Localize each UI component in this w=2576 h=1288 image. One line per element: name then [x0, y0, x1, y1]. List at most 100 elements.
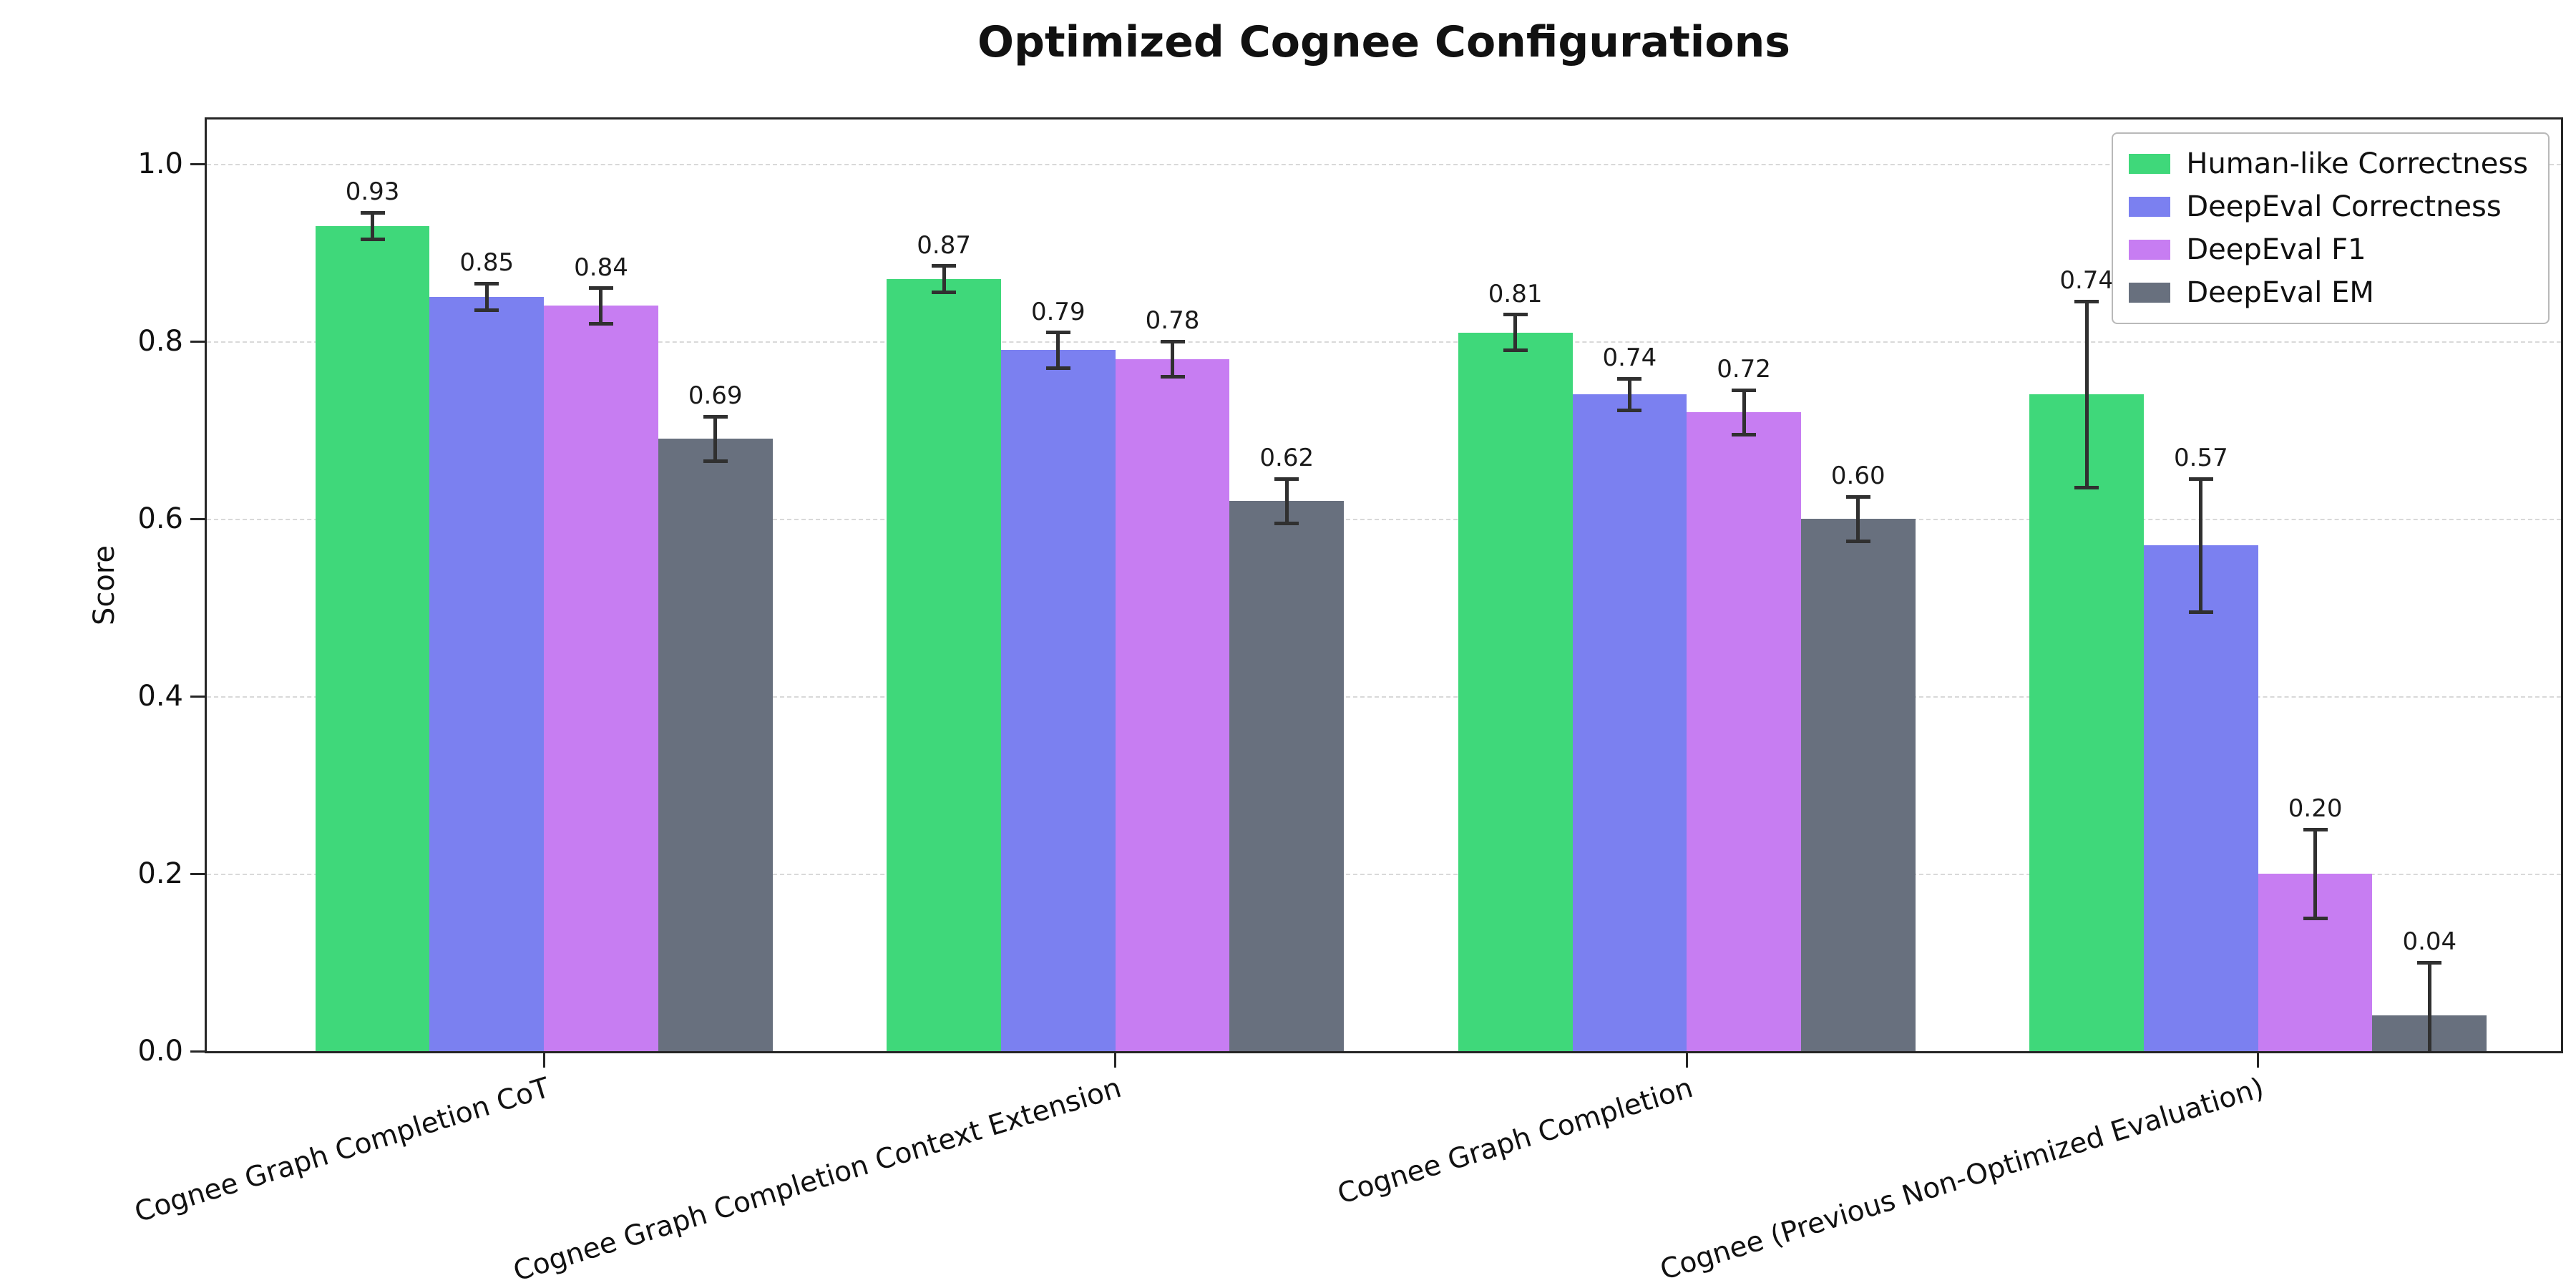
bar-value-label: 0.93 — [345, 177, 400, 207]
error-cap-top — [2188, 477, 2213, 481]
error-bar — [1856, 497, 1860, 541]
bar-value-label: 0.72 — [1717, 355, 1771, 384]
error-cap-bottom — [1160, 375, 1185, 379]
error-cap-top — [1617, 376, 1642, 381]
bar-value-label: 0.74 — [1602, 343, 1657, 373]
y-tick-mark — [190, 1050, 205, 1053]
y-tick-label: 0.6 — [137, 502, 183, 535]
x-tick-label: Cognee Graph Completion Context Extensio… — [509, 1071, 1126, 1288]
error-bar — [1742, 390, 1746, 435]
error-cap-top — [360, 210, 385, 215]
error-cap-bottom — [474, 308, 499, 313]
error-cap-top — [1732, 388, 1757, 392]
gridline — [207, 874, 2561, 875]
gridline — [207, 341, 2561, 343]
bar-value-label: 0.85 — [459, 248, 514, 278]
error-bar — [2084, 301, 2089, 488]
legend-swatch — [2129, 197, 2171, 217]
bar-value-label: 0.78 — [1145, 306, 1200, 335]
error-cap-top — [703, 414, 728, 419]
error-bar — [371, 213, 375, 240]
y-tick-label: 0.2 — [137, 857, 183, 890]
bar-value-label: 0.79 — [1030, 297, 1085, 326]
error-bar — [713, 416, 718, 462]
x-tick-mark — [2257, 1053, 2260, 1068]
error-bar — [1056, 332, 1060, 369]
error-cap-bottom — [1732, 432, 1757, 436]
legend-item-deepeval-f1: DeepEval F1 — [2129, 233, 2528, 267]
x-tick-label: Cognee (Previous Non-Optimized Evaluatio… — [1657, 1071, 2268, 1287]
y-tick-label: 1.0 — [137, 147, 183, 180]
error-bar — [1284, 479, 1289, 524]
error-bar — [942, 265, 946, 293]
bar-value-label: 0.57 — [2174, 444, 2228, 473]
legend-swatch — [2129, 283, 2171, 303]
y-tick-mark — [190, 517, 205, 520]
bar-human-like-correctness — [315, 225, 430, 1051]
x-tick-mark — [542, 1053, 545, 1068]
y-tick-label: 0.8 — [137, 325, 183, 358]
legend-swatch — [2129, 240, 2171, 260]
bar-value-label: 0.20 — [2288, 794, 2343, 823]
x-tick-mark — [1114, 1053, 1117, 1068]
error-cap-top — [2074, 299, 2099, 303]
error-bar — [1627, 379, 1631, 411]
x-tick-label: Cognee Graph Completion CoT — [131, 1071, 554, 1229]
gridline — [207, 519, 2561, 520]
bar-deepeval-correctness — [1572, 394, 1687, 1051]
error-cap-top — [932, 264, 957, 268]
y-tick-label: 0.4 — [137, 680, 183, 713]
bar-deepeval-correctness — [2144, 545, 2258, 1051]
legend-item-deepeval-em: DeepEval EM — [2129, 275, 2528, 310]
error-cap-top — [1160, 339, 1185, 343]
legend-label: Human-like Correctness — [2186, 147, 2528, 180]
bar-value-label: 0.04 — [2402, 927, 2457, 956]
bar-human-like-correctness — [1458, 332, 1573, 1051]
bar-deepeval-em — [1229, 501, 1345, 1051]
error-cap-top — [588, 286, 613, 291]
error-cap-bottom — [703, 459, 728, 463]
y-axis-title: Score — [88, 545, 121, 626]
legend-label: DeepEval F1 — [2186, 233, 2366, 266]
error-cap-bottom — [1503, 348, 1528, 352]
error-bar — [484, 283, 489, 311]
bar-deepeval-em — [658, 439, 773, 1051]
error-cap-bottom — [588, 321, 613, 326]
legend-label: DeepEval EM — [2186, 276, 2374, 309]
bar-deepeval-correctness — [1000, 350, 1116, 1051]
legend-swatch — [2129, 154, 2171, 174]
error-cap-top — [2303, 827, 2328, 831]
bar-value-label: 0.87 — [917, 230, 971, 260]
error-cap-bottom — [1845, 539, 1870, 543]
bar-deepeval-correctness — [429, 297, 545, 1051]
error-bar — [2199, 479, 2203, 613]
error-cap-top — [1045, 331, 1070, 335]
bar-deepeval-em — [1800, 519, 1916, 1051]
error-cap-bottom — [1045, 366, 1070, 370]
error-cap-bottom — [360, 237, 385, 241]
bar-value-label: 0.60 — [1830, 462, 1885, 490]
bar-value-label: 0.62 — [1259, 444, 1314, 473]
error-bar — [1171, 341, 1175, 377]
gridline — [207, 696, 2561, 698]
legend-label: DeepEval Correctness — [2186, 190, 2502, 223]
gridline — [207, 164, 2561, 165]
error-cap-bottom — [2074, 486, 2099, 490]
error-cap-top — [2417, 960, 2442, 965]
bar-value-label: 0.69 — [688, 381, 743, 411]
x-tick-label: Cognee Graph Completion — [1334, 1071, 1697, 1211]
error-bar — [2313, 829, 2318, 918]
error-cap-top — [1274, 477, 1299, 481]
legend: Human-like Correctness DeepEval Correctne… — [2112, 132, 2550, 324]
error-cap-top — [474, 281, 499, 286]
legend-item-deepeval-correctness: DeepEval Correctness — [2129, 190, 2528, 224]
error-cap-bottom — [2188, 610, 2213, 614]
y-tick-mark — [190, 695, 205, 698]
y-tick-label: 0.0 — [137, 1035, 183, 1068]
error-cap-top — [1503, 313, 1528, 317]
bar-value-label: 0.74 — [2059, 266, 2114, 296]
bar-human-like-correctness — [2029, 394, 2145, 1051]
error-cap-bottom — [2303, 916, 2328, 920]
error-cap-bottom — [1617, 409, 1642, 413]
